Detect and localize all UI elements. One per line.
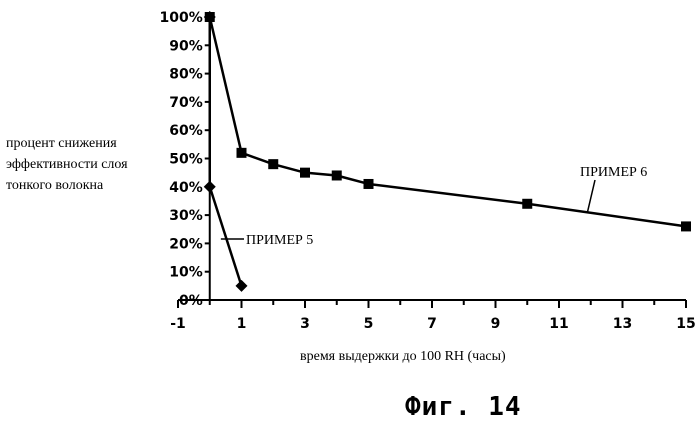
series-1-point — [364, 179, 374, 189]
series-label-primer-5: ПРИМЕР 5 — [246, 233, 313, 248]
y-tick-label: 80% — [169, 67, 203, 83]
x-ticks: -113579111315 — [170, 300, 696, 332]
series-label-leader-6 — [588, 180, 595, 212]
series-1-point — [300, 168, 310, 178]
series-1-point — [681, 221, 691, 231]
x-tick-label: 3 — [300, 316, 310, 332]
y-tick-label: 60% — [169, 123, 203, 139]
series-1-point — [332, 170, 342, 180]
series-1-point — [522, 199, 532, 209]
series-layer — [204, 11, 691, 292]
y-axis-label: процент снижения эффективности слоя тонк… — [6, 133, 166, 196]
x-tick-label: 5 — [364, 316, 374, 332]
y-tick-label: 50% — [169, 152, 203, 168]
x-tick-label: 13 — [613, 316, 632, 332]
series-line-1 — [210, 17, 686, 226]
x-tick-label: -1 — [170, 316, 186, 332]
series-2-point — [204, 181, 216, 193]
series-2-point — [236, 280, 248, 292]
series-label-primer-6: ПРИМЕР 6 — [580, 165, 647, 180]
series-1-point — [237, 148, 247, 158]
y-ticks: 0% 10% 20% 30% 40% 50% 60% 70% 80% 90% 100% — [159, 10, 209, 309]
x-axis-label: время выдержки до 100 RH (часы) — [300, 349, 506, 365]
x-tick-label: 15 — [676, 316, 695, 332]
figure-caption: Фиг. 14 — [405, 392, 522, 422]
series-labels: ПРИМЕР 6 ПРИМЕР 5 — [221, 165, 647, 248]
y-tick-label: 70% — [169, 95, 203, 111]
series-1-point — [268, 159, 278, 169]
x-tick-label: 11 — [549, 316, 568, 332]
y-tick-label: 90% — [169, 38, 203, 54]
x-tick-label: 7 — [427, 316, 437, 332]
x-tick-label: 9 — [491, 316, 501, 332]
y-tick-label: 40% — [169, 180, 203, 196]
y-tick-label: 10% — [169, 265, 203, 281]
y-tick-label: 100% — [159, 10, 202, 26]
x-tick-label: 1 — [237, 316, 247, 332]
y-tick-label: 0% — [179, 293, 203, 309]
y-tick-label: 30% — [169, 208, 203, 224]
y-tick-label: 20% — [169, 236, 203, 252]
